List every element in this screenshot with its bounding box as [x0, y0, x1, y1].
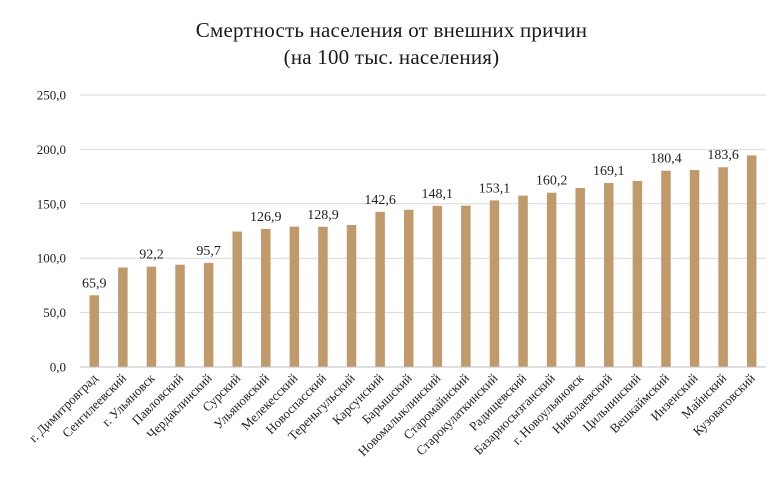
bar	[203, 262, 214, 367]
data-label: 153,1	[479, 181, 511, 196]
y-tick-label: 200,0	[37, 142, 66, 157]
data-label: 126,9	[250, 210, 282, 225]
bar	[718, 167, 728, 367]
bar	[432, 205, 443, 367]
data-label: 148,1	[422, 187, 454, 202]
bar	[632, 180, 643, 367]
bar	[118, 267, 128, 367]
bar	[461, 205, 471, 367]
data-labels: 65,9 92,2 95,7 126,9 128,9 142,6 148,1 153,1 160…	[82, 148, 739, 291]
bar	[232, 231, 242, 367]
bar	[318, 226, 328, 367]
bar	[575, 188, 585, 367]
y-tick-label: 50,0	[43, 305, 66, 320]
data-label: 180,4	[650, 152, 682, 167]
chart-title: Смертность населения от внешних причин	[195, 18, 588, 42]
bar	[289, 226, 300, 367]
bar	[375, 211, 385, 367]
y-tick-label: 0,0	[50, 360, 66, 375]
bar	[546, 192, 557, 367]
data-label: 183,6	[707, 148, 739, 163]
bar	[261, 228, 271, 367]
bar	[489, 200, 500, 367]
bar	[604, 183, 614, 367]
bar	[175, 264, 185, 367]
data-label: 160,2	[536, 174, 568, 189]
bar	[403, 209, 414, 367]
y-tick-label: 100,0	[37, 251, 66, 266]
y-tick-label: 250,0	[37, 88, 66, 103]
bar	[746, 155, 757, 367]
y-tick-label: 150,0	[37, 196, 66, 211]
bars	[89, 155, 757, 367]
data-label: 95,7	[196, 244, 221, 259]
bar	[518, 195, 528, 367]
data-label: 65,9	[82, 276, 107, 291]
gridlines	[80, 94, 766, 314]
bar	[661, 170, 671, 367]
data-label: 128,9	[307, 208, 339, 223]
bar	[689, 170, 700, 367]
data-label: 142,6	[364, 193, 396, 208]
bar	[346, 225, 357, 367]
data-label: 169,1	[593, 164, 625, 179]
data-label: 92,2	[139, 248, 164, 263]
bar	[146, 266, 157, 367]
y-axis-ticks: 0,0 50,0 100,0 150,0 200,0 250,0	[37, 88, 66, 375]
chart-subtitle: (на 100 тыс. населения)	[283, 45, 500, 69]
bar	[89, 295, 100, 367]
